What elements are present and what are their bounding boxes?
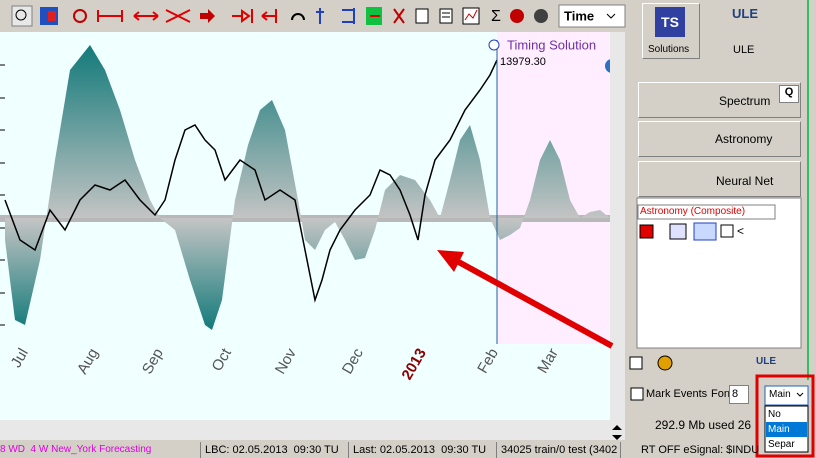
ule-small[interactable]: ULE [756,356,776,367]
neural-net-label: Neural Net [716,174,774,188]
layout-dropdown[interactable] [764,385,809,406]
status-feed: RT OFF eSignal: $INDU [620,442,816,458]
status-train: 34025 train/0 test (3402 [496,442,620,458]
module-title-box [637,204,776,220]
option[interactable]: No [768,409,781,420]
astronomy-label: Astronomy [715,132,773,146]
font-size-input[interactable]: 8 [729,385,749,404]
spectrum-button[interactable]: Spectrum Q [638,82,801,118]
h-scrollbar[interactable] [0,420,625,440]
time-select-text: Time [564,8,594,23]
dropdown-arrow [796,392,804,397]
collapse-symbol[interactable]: < [737,224,745,238]
table-icon[interactable] [669,223,687,240]
spectrum-label: Spectrum [719,94,771,108]
selected-option-bg [766,422,807,437]
ts-logo: TS [655,7,685,37]
line-icon[interactable] [693,222,717,241]
ule-label: ULE [733,44,755,56]
mark-events-checkbox[interactable] [630,387,644,401]
module-title: Astronomy (Composite) [640,206,746,217]
solutions-button[interactable]: TS Solutions [642,3,700,59]
time-select[interactable] [558,4,626,28]
font-label: Font [711,388,734,400]
option[interactable]: Separ [768,439,795,450]
ule-logo[interactable]: ULE [732,6,758,21]
neural-net-button[interactable]: Neural Net [638,161,801,197]
solutions-label: Solutions [648,44,690,55]
oscillator-wave [5,45,610,330]
dropdown-arrow [606,13,616,19]
icon[interactable] [657,355,673,371]
ts-icon [488,39,500,51]
status-last: Last: 02.05.2013 09:30 TU [348,442,496,458]
checkbox[interactable] [629,356,643,370]
status-lbc: LBC: 02.05.2013 09:30 TU [200,442,346,458]
checkbox[interactable] [720,224,734,238]
pointer-arrow [453,257,614,349]
x-axis-bg [0,344,610,420]
memory-label: 292.9 Mb used 26 [655,418,752,432]
mark-events-label: Mark Events [646,388,708,400]
price-bars [4,59,498,303]
arrow-head [437,250,464,272]
astronomy-button[interactable]: Astronomy [638,121,801,157]
module-box [636,197,802,349]
y-ticks [0,64,5,326]
v-scrollbar[interactable] [610,32,625,420]
status-mode: 8 WD 4 W New_York Forecasting [0,444,152,455]
price-label: 13979.30 [500,56,546,68]
dropdown-value: Main [769,389,791,400]
scroll-arrows[interactable] [612,425,622,440]
highlight-box [755,374,815,458]
q-button[interactable]: Q [779,85,799,103]
chart-label: Timing Solution [507,37,596,52]
color-box[interactable] [639,224,654,239]
sigma-icon[interactable]: Σ [491,8,501,25]
toolbar [0,0,628,32]
toolbar-icons[interactable] [11,5,548,27]
option-selected[interactable]: Main [768,424,790,435]
